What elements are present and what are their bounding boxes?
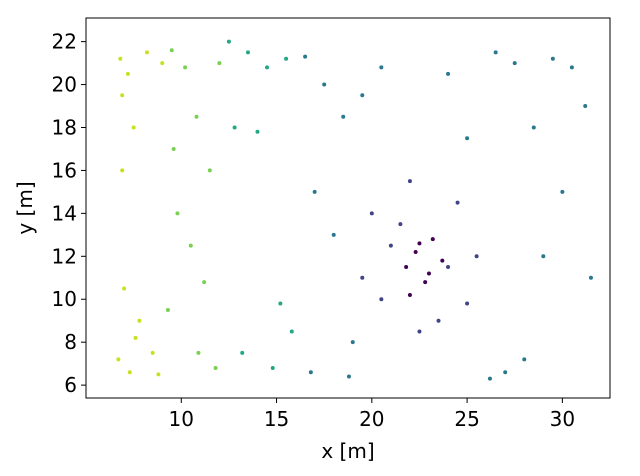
scatter-point	[171, 146, 176, 151]
scatter-point	[194, 114, 199, 119]
scatter-point	[137, 318, 142, 323]
scatter-point	[474, 254, 479, 259]
x-tick-label: 20	[359, 407, 384, 431]
scatter-point	[207, 168, 212, 173]
scatter-point	[217, 61, 222, 66]
scatter-point	[125, 71, 130, 76]
scatter-point	[150, 350, 155, 355]
x-tick-label: 15	[264, 407, 289, 431]
scatter-point	[417, 241, 422, 246]
x-tick-label: 25	[454, 407, 479, 431]
scatter-point	[322, 82, 327, 87]
scatter-point	[465, 136, 470, 141]
scatter-point	[569, 65, 574, 70]
scatter-point	[369, 211, 374, 216]
scatter-point	[120, 93, 125, 98]
plot-frame	[85, 17, 611, 399]
scatter-point	[487, 376, 492, 381]
scatter-point	[116, 357, 121, 362]
scatter-point	[407, 292, 412, 297]
scatter-point	[455, 200, 460, 205]
scatter-point	[196, 350, 201, 355]
scatter-point	[346, 374, 351, 379]
scatter-point	[127, 370, 132, 375]
scatter-point	[245, 50, 250, 55]
scatter-point	[202, 280, 207, 285]
scatter-point	[440, 258, 445, 263]
scatter-point	[312, 189, 317, 194]
scatter-point	[156, 372, 161, 377]
scatter-point	[417, 329, 422, 334]
scatter-point	[169, 48, 174, 53]
scatter-point	[341, 114, 346, 119]
scatter-point	[183, 65, 188, 70]
scatter-point	[512, 61, 517, 66]
scatter-point	[436, 318, 441, 323]
scatter-point	[232, 125, 237, 130]
scatter-point	[144, 50, 149, 55]
scatter-point	[165, 307, 170, 312]
scatter-point	[446, 265, 451, 270]
scatter-point	[289, 329, 294, 334]
scatter-point	[404, 265, 409, 270]
scatter-point	[430, 237, 435, 242]
y-axis-label: y [m]	[13, 181, 37, 234]
scatter-point	[531, 125, 536, 130]
scatter-point	[379, 65, 384, 70]
scatter-point	[423, 280, 428, 285]
scatter-point	[255, 129, 260, 134]
x-tick-label: 30	[550, 407, 575, 431]
scatter-point	[360, 93, 365, 98]
scatter-point	[350, 340, 355, 345]
y-tick-label: 8	[64, 330, 77, 354]
y-tick-label: 22	[52, 30, 77, 54]
y-tick-label: 18	[52, 115, 77, 139]
scatter-point	[550, 56, 555, 61]
scatter-point	[388, 243, 393, 248]
x-axis-label: x [m]	[321, 439, 374, 463]
y-tick-label: 14	[52, 201, 77, 225]
scatter-point	[379, 297, 384, 302]
scatter-point	[308, 370, 313, 375]
scatter-point	[226, 39, 231, 44]
scatter-point	[284, 56, 289, 61]
scatter-point	[213, 365, 218, 370]
scatter-point	[398, 222, 403, 227]
scatter-point	[413, 250, 418, 255]
scatter-point	[122, 286, 127, 291]
scatter-point	[522, 357, 527, 362]
scatter-point	[118, 56, 123, 61]
scatter-point	[133, 335, 138, 340]
scatter-point	[160, 61, 165, 66]
y-tick-label: 10	[52, 287, 77, 311]
scatter-point	[240, 350, 245, 355]
y-tick-label: 12	[52, 244, 77, 268]
scatter-point	[583, 104, 588, 109]
scatter-point	[465, 301, 470, 306]
scatter-point	[360, 275, 365, 280]
scatter-point	[120, 168, 125, 173]
scatter-point	[175, 211, 180, 216]
scatter-point	[278, 301, 283, 306]
scatter-point	[493, 50, 498, 55]
scatter-point	[131, 125, 136, 130]
scatter-point	[331, 232, 336, 237]
scatter-point	[270, 365, 275, 370]
x-tick-label: 10	[169, 407, 194, 431]
scatter-point	[503, 370, 508, 375]
scatter-point	[265, 65, 270, 70]
y-tick-label: 20	[52, 73, 77, 97]
scatter-point	[188, 243, 193, 248]
y-tick-label: 6	[64, 373, 77, 397]
scatter-point	[560, 189, 565, 194]
scatter-point	[407, 179, 412, 184]
y-tick-label: 16	[52, 158, 77, 182]
scatter-point	[426, 271, 431, 276]
scatter-point	[588, 275, 593, 280]
scatter-point	[541, 254, 546, 259]
scatter-point	[303, 54, 308, 59]
scatter-point	[446, 71, 451, 76]
